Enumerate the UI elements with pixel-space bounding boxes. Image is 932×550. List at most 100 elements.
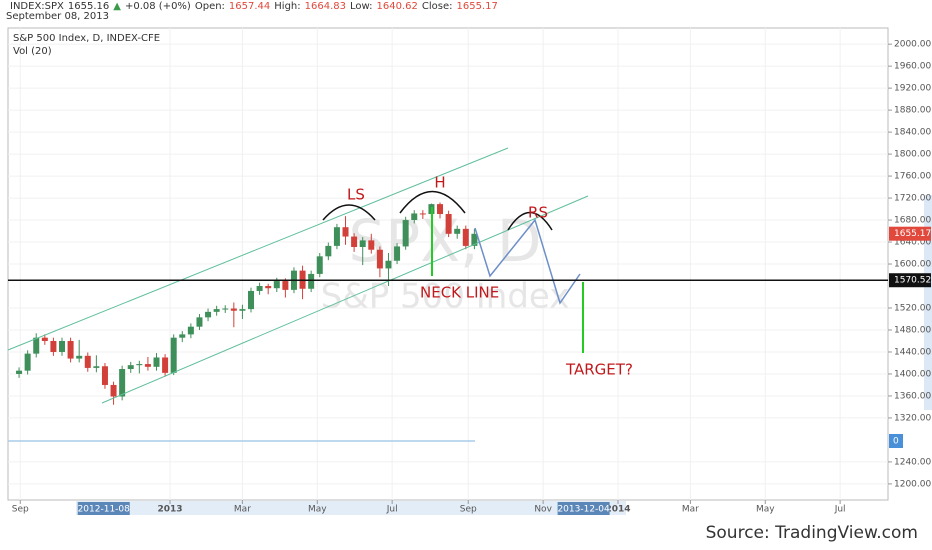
candle-body (162, 357, 169, 373)
candle-body (41, 337, 48, 341)
x-tick-label: May (308, 505, 327, 515)
header-field: Open: (195, 1, 225, 12)
axes: 1200.00 1240.00 1320.00 1360.00 1400.00 1440.… (12, 40, 931, 515)
candle-body (265, 286, 272, 289)
candle-body (462, 228, 469, 246)
candle-body (325, 245, 332, 257)
candle-body (248, 290, 255, 310)
arc-h (399, 190, 466, 214)
candle-body (454, 228, 461, 234)
candle-body (153, 357, 160, 367)
candle-body (187, 326, 194, 335)
candle-body (205, 311, 212, 318)
header-field: High: (274, 1, 300, 12)
y-tick-label: 1720.00 (894, 194, 931, 204)
candle-body (50, 340, 57, 352)
date-badge-label: 2012-11-08 (78, 505, 131, 515)
header-date: September 08, 2013 (6, 11, 109, 22)
price-badge (889, 273, 931, 288)
grid (8, 28, 888, 500)
x-tick-label: Nov (534, 505, 552, 515)
header-field: +0.08 (+0%) (125, 1, 191, 12)
header-field: INDEX:SPX (10, 1, 64, 12)
candle-body (136, 364, 143, 366)
channel-upper (7, 147, 509, 351)
price-badge (889, 226, 931, 241)
volume-badge-label: 0 (893, 437, 899, 447)
candle-body (411, 213, 418, 221)
candle-body (445, 214, 452, 234)
candle-body (239, 309, 246, 311)
candle-body (76, 355, 83, 359)
candle-body (144, 364, 151, 367)
x-tick-label: Jul (834, 505, 846, 515)
candle-body (282, 281, 289, 290)
header-field: Low: (350, 1, 373, 12)
candle-body (170, 337, 177, 373)
candle-body (437, 204, 444, 215)
candle-body (230, 308, 237, 311)
x-tick-label: Mar (682, 505, 699, 515)
annotation: RS (528, 204, 548, 222)
candle-body (213, 309, 220, 312)
candle-body (394, 246, 401, 261)
candle-body (308, 273, 315, 289)
channel-lower (101, 195, 589, 404)
annotation: TARGET? (565, 361, 633, 379)
range-highlight (76, 501, 626, 515)
y-tick-label: 1960.00 (894, 62, 931, 72)
candle-body (127, 365, 134, 370)
arc-ls (322, 204, 376, 221)
y-tick-label: 1320.00 (894, 413, 931, 423)
candle-body (368, 240, 375, 250)
header-line: INDEX:SPX 1655.16 ▲ +0.08 (+0%) Open: 1657.44… (10, 1, 498, 12)
date-badge (557, 502, 610, 515)
x-tick-label: 2014 (605, 505, 630, 515)
annotation: NECK LINE (420, 284, 499, 302)
candle-body (256, 286, 263, 291)
x-tick-label: May (756, 505, 775, 515)
candle-body (419, 213, 426, 215)
candle-body (33, 337, 40, 354)
candle-body (119, 369, 126, 397)
y-tick-label: 1920.00 (894, 84, 931, 94)
candle-body (385, 260, 392, 269)
watermark: S&P 500 Index (321, 277, 570, 317)
candle-body (351, 236, 358, 247)
chart-subtitle: Vol (20) (13, 46, 52, 57)
y-tick-label: 1640.00 (894, 238, 931, 248)
y-tick-label: 1200.00 (894, 479, 931, 489)
price-badge-label: 1570.52 (894, 276, 931, 286)
annotation: LS (347, 186, 365, 204)
x-tick-label: Sep (460, 505, 477, 515)
y-tick-label: 2000.00 (894, 40, 931, 50)
x-tick-label: Sep (12, 505, 29, 515)
price-badge-label: 1655.17 (894, 229, 931, 239)
header: INDEX:SPX 1655.16 ▲ +0.08 (+0%) Open: 1657.44… (10, 1, 498, 12)
x-tick-label: Mar (234, 505, 251, 515)
x-tick-label: 2013 (157, 505, 182, 515)
y-tick-label: 1400.00 (894, 369, 931, 379)
candle-body (24, 353, 31, 371)
header-field: Close: (422, 1, 453, 12)
y-tick-label: 1440.00 (894, 347, 931, 357)
date-badge-label: 2013-12-04 (557, 505, 610, 515)
candle-body (316, 256, 323, 274)
candle-body (93, 366, 100, 368)
candle-body (84, 355, 91, 368)
candle-body (110, 384, 117, 397)
y-tick-label: 1800.00 (894, 150, 931, 160)
header-field: 1655.17 (457, 1, 498, 12)
y-tick-label: 1360.00 (894, 391, 931, 401)
y-tick-label: 1760.00 (894, 172, 931, 182)
chart-title: S&P 500 Index, D, INDEX-CFE (13, 33, 160, 44)
y-tick-label: 1840.00 (894, 128, 931, 138)
y-tick-label: 1600.00 (894, 260, 931, 270)
candle-body (471, 233, 478, 246)
candle-body (402, 220, 409, 247)
projection-path (474, 218, 581, 305)
scale-highlight (924, 195, 932, 410)
x-tick-label: Jul (386, 505, 398, 515)
y-tick-label: 1680.00 (894, 216, 931, 226)
